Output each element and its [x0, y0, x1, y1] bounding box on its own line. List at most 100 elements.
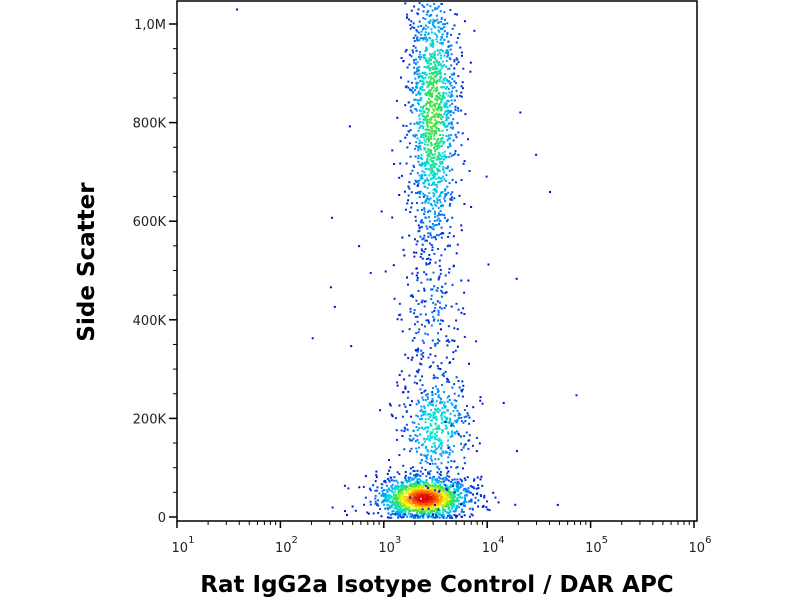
data-point [411, 356, 414, 359]
data-point [443, 178, 446, 181]
data-point [446, 472, 449, 475]
data-point [426, 124, 429, 127]
data-point [433, 492, 435, 495]
data-point [410, 400, 413, 403]
data-point [441, 86, 444, 89]
data-point [434, 125, 437, 128]
data-point [444, 195, 447, 198]
data-point [421, 83, 424, 85]
data-point [419, 109, 422, 112]
data-point [418, 72, 421, 75]
data-point [414, 507, 417, 510]
data-point [449, 81, 452, 84]
data-point [427, 90, 430, 93]
data-point [441, 80, 444, 83]
data-point [419, 93, 421, 96]
data-point [434, 131, 437, 134]
data-point [445, 291, 448, 294]
data-point [393, 487, 396, 490]
data-point [448, 67, 451, 70]
data-point [446, 444, 449, 447]
data-point [400, 429, 403, 432]
data-point [438, 52, 441, 55]
data-point [426, 501, 429, 503]
data-point [456, 122, 459, 125]
data-point [414, 315, 417, 318]
data-point [451, 339, 454, 342]
data-point [451, 386, 454, 389]
data-point [401, 508, 404, 511]
data-point [416, 86, 419, 89]
data-point [424, 128, 427, 131]
data-point [461, 496, 464, 499]
data-point [444, 200, 447, 202]
data-point [445, 167, 447, 170]
data-point [440, 64, 443, 67]
data-point [417, 498, 420, 501]
data-point [419, 88, 422, 91]
data-point [448, 492, 451, 495]
data-point [460, 109, 463, 112]
data-point [429, 489, 432, 492]
data-point [403, 378, 406, 381]
data-point [438, 219, 441, 222]
data-point [432, 22, 435, 25]
data-point [433, 118, 436, 121]
data-point [441, 145, 444, 148]
data-point [374, 497, 377, 500]
data-point [425, 46, 428, 49]
data-point [398, 497, 401, 500]
data-point [428, 93, 431, 96]
data-point [396, 381, 399, 384]
data-point [428, 254, 431, 256]
data-point [435, 197, 438, 200]
data-point [407, 185, 410, 188]
data-point [394, 417, 397, 420]
data-point [436, 447, 439, 450]
data-point [412, 517, 415, 519]
data-point [448, 452, 451, 454]
data-point [407, 507, 410, 510]
data-point [439, 194, 442, 197]
data-point [432, 160, 435, 162]
data-point [440, 109, 442, 112]
data-point [443, 489, 446, 492]
data-point [420, 491, 423, 494]
data-point [413, 312, 416, 315]
data-point [388, 480, 391, 483]
data-point [396, 500, 399, 503]
data-point [443, 39, 446, 42]
data-point [424, 455, 427, 458]
data-point [425, 108, 428, 111]
data-point [369, 489, 372, 492]
data-point [445, 156, 448, 158]
data-point [421, 472, 424, 475]
data-point [426, 92, 429, 95]
data-point [414, 515, 416, 518]
data-point [451, 27, 454, 30]
data-point [430, 31, 433, 34]
data-point [413, 135, 416, 138]
data-point [429, 94, 432, 97]
data-point [446, 52, 449, 55]
data-point [409, 476, 412, 479]
data-point [446, 499, 449, 501]
data-point [450, 502, 453, 505]
data-point [479, 399, 482, 402]
data-point [450, 64, 453, 67]
data-point [429, 164, 432, 167]
data-point [447, 116, 450, 119]
data-point [467, 138, 469, 141]
data-point [431, 495, 434, 498]
data-point [434, 7, 437, 10]
data-point [436, 377, 439, 379]
data-point [439, 268, 442, 271]
data-point [366, 511, 369, 514]
data-point [464, 494, 466, 497]
data-point [445, 499, 447, 502]
data-point [437, 127, 440, 130]
data-point [399, 485, 402, 488]
data-point [441, 60, 444, 63]
data-point [407, 86, 410, 89]
data-point [414, 434, 417, 437]
